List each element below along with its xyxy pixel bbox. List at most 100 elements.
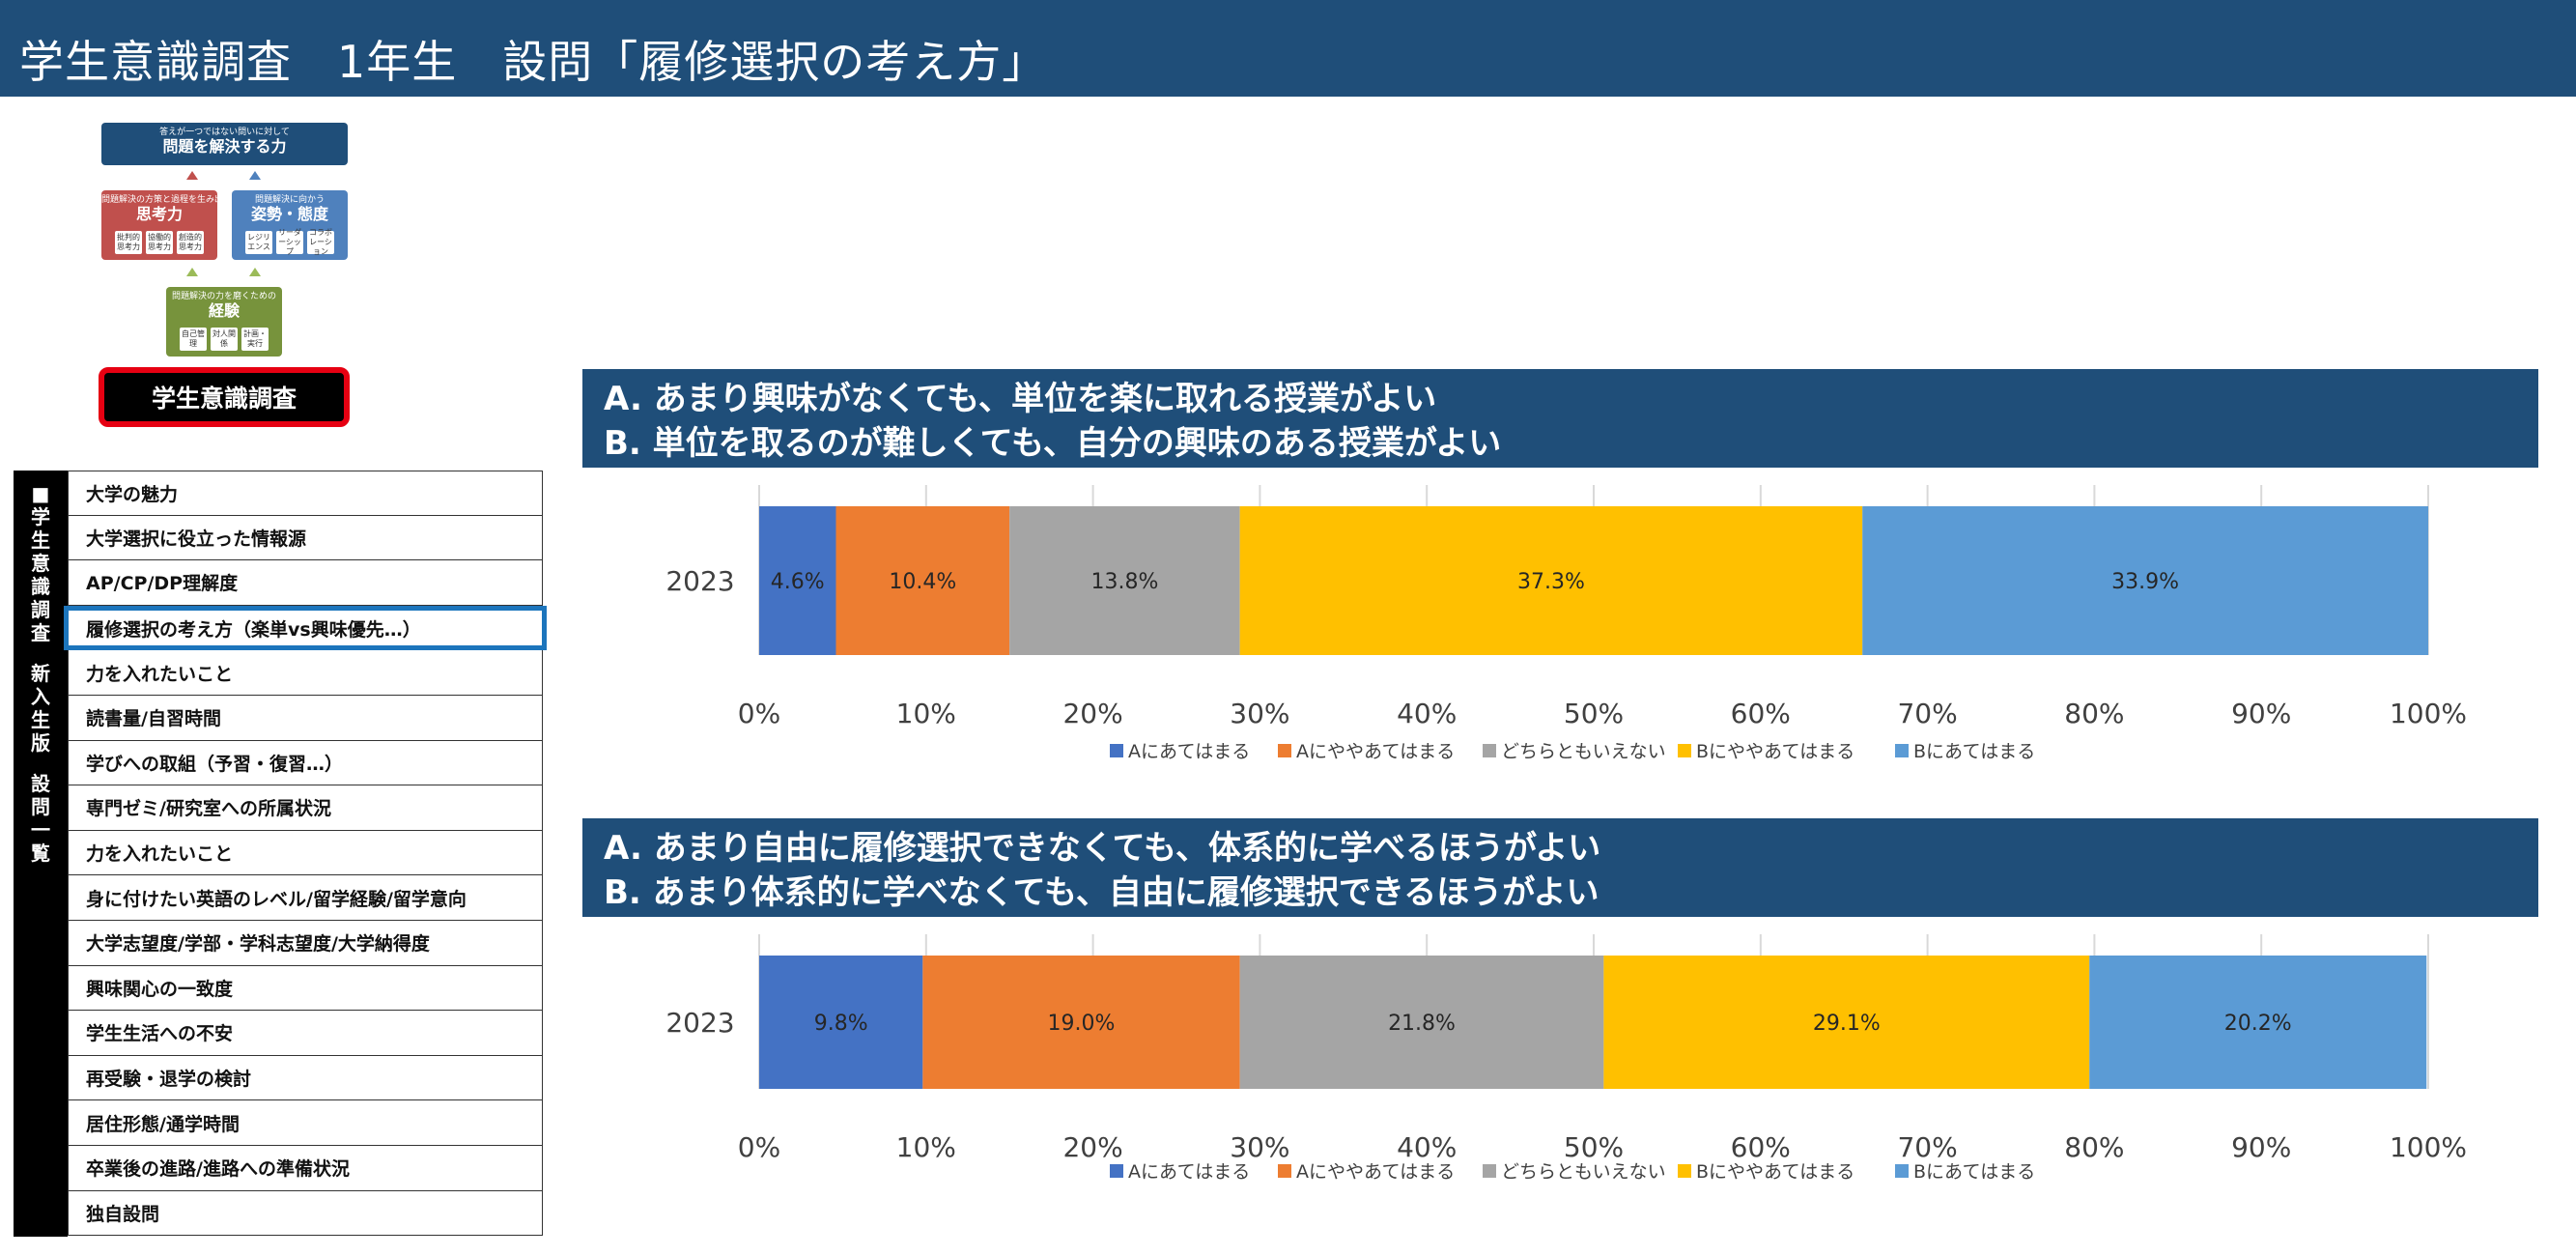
arrow-up-icon xyxy=(249,268,261,276)
bar-segment xyxy=(1239,506,1863,655)
diagram-box-problem-solving: 答えが一つではない問いに対して 問題を解決する力 xyxy=(101,123,348,165)
sidebar-item[interactable]: 独自設問 xyxy=(68,1190,543,1237)
sidebar-vertical-char xyxy=(14,755,68,772)
legend-swatch xyxy=(1278,744,1291,757)
sidebar-item[interactable]: 再受験・退学の検討 xyxy=(68,1055,543,1101)
sidebar-item[interactable]: 履修選択の考え方（楽単vs興味優先…） xyxy=(64,605,547,651)
data-label: 4.6% xyxy=(771,570,825,594)
skills-diagram: 答えが一つではない問いに対して 問題を解決する力 問題解決の方策と過程を生み出す… xyxy=(97,121,357,362)
page-title: 学生意識調査 1年生 設問「履修選択の考え方」 xyxy=(19,36,1048,88)
sidebar-vertical-char xyxy=(14,644,68,662)
bar-segment xyxy=(1239,956,1604,1089)
sidebar-question-list: 大学の魅力 大学選択に役立った情報源 AP/CP/DP理解度 履修選択の考え方（楽単v… xyxy=(64,471,547,1237)
sidebar-item[interactable]: 大学の魅力 xyxy=(68,471,543,516)
data-label: 9.8% xyxy=(814,1012,868,1036)
sidebar-vertical-char: 識 xyxy=(31,575,50,598)
x-tick-label: 20% xyxy=(1062,698,1122,729)
category-label: 2023 xyxy=(665,565,734,597)
legend-swatch xyxy=(1110,744,1123,757)
legend-label: Bにややあてはまる xyxy=(1696,741,1854,762)
chart-2: 0% 10% 20% 30% 40% 50% 60% 70% 80% 90% 100% 2023 9.8… xyxy=(665,934,2467,1183)
x-tick-label: 10% xyxy=(896,698,956,729)
bar-segment xyxy=(2089,956,2427,1089)
sidebar-vertical-char: 生 xyxy=(31,528,50,552)
sidebar-vertical-label: ■ 学生意識調査新入生版設問一覧 xyxy=(14,471,68,1237)
bar-segment xyxy=(759,956,923,1089)
x-tick-label: 90% xyxy=(2231,698,2291,729)
sidebar-item[interactable]: 専門ゼミ/研究室への所属状況 xyxy=(68,785,543,831)
sidebar-item[interactable]: 大学選択に役立った情報源 xyxy=(68,515,543,561)
data-label: 29.1% xyxy=(1813,1012,1881,1036)
legend-label: どちらともいえない xyxy=(1501,1161,1666,1183)
x-tick-label: 70% xyxy=(1897,1131,1957,1163)
data-label: 37.3% xyxy=(1517,570,1585,594)
legend-label: Bにややあてはまる xyxy=(1696,1161,1854,1183)
sidebar-item[interactable]: 大学志望度/学部・学科志望度/大学納得度 xyxy=(68,920,543,966)
sidebar-vertical-char: 入 xyxy=(31,685,50,708)
sidebar-vertical-char: 版 xyxy=(31,731,50,755)
sidebar-item[interactable]: 力を入れたいこと xyxy=(68,650,543,696)
sidebar-item[interactable]: 学生生活への不安 xyxy=(68,1011,543,1056)
legend-label: Bにあてはまる xyxy=(1913,741,2035,762)
sidebar-item[interactable]: 力を入れたいこと xyxy=(68,830,543,876)
data-label: 10.4% xyxy=(889,570,956,594)
legend-swatch xyxy=(1895,744,1909,757)
sidebar-vertical-char: 学 xyxy=(31,505,50,528)
x-tick-label: 0% xyxy=(738,698,780,729)
sidebar-item[interactable]: 卒業後の進路/進路への準備状況 xyxy=(68,1145,543,1191)
legend-label: Aにややあてはまる xyxy=(1296,741,1455,762)
bar-segment xyxy=(835,506,1010,655)
legend-swatch xyxy=(1678,1164,1691,1178)
x-tick-label: 40% xyxy=(1397,698,1457,729)
x-tick-label: 50% xyxy=(1564,1131,1624,1163)
sidebar-vertical-char: 意 xyxy=(31,552,50,575)
legend-swatch xyxy=(1678,744,1691,757)
x-tick-label: 90% xyxy=(2231,1131,2291,1163)
bar-segment xyxy=(1603,956,2090,1089)
sidebar-vertical-char: 生 xyxy=(31,708,50,731)
data-label: 19.0% xyxy=(1048,1012,1116,1036)
legend-swatch xyxy=(1483,744,1496,757)
sidebar-item[interactable]: 読書量/自習時間 xyxy=(68,695,543,741)
sidebar-item[interactable]: 身に付けたい英語のレベル/留学経験/留学意向 xyxy=(68,875,543,921)
sidebar-vertical-char: 問 xyxy=(31,795,50,818)
survey-badge[interactable]: 学生意識調査 xyxy=(99,367,350,427)
question-1-option-a: A. あまり興味がなくても、単位を楽に取れる授業がよい xyxy=(604,380,1437,418)
diagram-box-experience: 問題解決の力を磨くための 経験 自己管理 対人関係 計画・実行 xyxy=(166,287,282,357)
x-tick-label: 60% xyxy=(1731,1131,1791,1163)
legend-label: どちらともいえない xyxy=(1501,741,1666,762)
bar-segment xyxy=(759,506,836,655)
arrow-up-icon xyxy=(186,171,198,180)
bar-segment xyxy=(1862,506,2428,655)
sidebar-item[interactable]: AP/CP/DP理解度 xyxy=(68,560,543,606)
data-label: 21.8% xyxy=(1388,1012,1456,1036)
x-tick-label: 100% xyxy=(2390,1131,2467,1163)
arrow-up-icon xyxy=(249,171,261,180)
x-tick-label: 50% xyxy=(1564,698,1624,729)
sidebar-vertical-char: 設 xyxy=(31,772,50,795)
legend-label: Bにあてはまる xyxy=(1913,1161,2035,1183)
chart-1: 0% 10% 20% 30% 40% 50% 60% 70% 80% 90% 100% 2023 4.6… xyxy=(665,485,2467,762)
legend-label: Aにあてはまる xyxy=(1128,741,1250,762)
legend-swatch xyxy=(1895,1164,1909,1178)
sidebar-item[interactable]: 居住形態/通学時間 xyxy=(68,1100,543,1146)
bar-segment xyxy=(922,956,1240,1089)
x-tick-label: 80% xyxy=(2064,1131,2124,1163)
sidebar-item[interactable]: 興味関心の一致度 xyxy=(68,965,543,1012)
sidebar-item[interactable]: 学びへの取組（予習・復習…） xyxy=(68,740,543,786)
question-2-option-b: B. あまり体系的に学べなくても、自由に履修選択できるほうがよい xyxy=(604,873,1599,912)
sidebar-vertical-char: 調 xyxy=(31,598,50,621)
sidebar-vertical-char: 新 xyxy=(31,662,50,685)
x-tick-label: 100% xyxy=(2390,698,2467,729)
diagram-box-thinking: 問題解決の方策と過程を生み出す 思考力 批判的思考力 協働的思考力 創造的思考力 xyxy=(101,190,232,260)
legend-label: Aにあてはまる xyxy=(1128,1161,1250,1183)
x-tick-label: 70% xyxy=(1897,698,1957,729)
sidebar-vertical-char: ■ xyxy=(31,482,50,505)
x-tick-label: 20% xyxy=(1062,1131,1122,1163)
data-label: 20.2% xyxy=(2224,1012,2292,1036)
x-tick-label: 60% xyxy=(1731,698,1791,729)
data-label: 13.8% xyxy=(1090,570,1158,594)
sidebar-vertical-char: 査 xyxy=(31,621,50,644)
page-header: 学生意識調査 1年生 設問「履修選択の考え方」 xyxy=(0,0,2576,97)
x-tick-label: 10% xyxy=(896,1131,956,1163)
